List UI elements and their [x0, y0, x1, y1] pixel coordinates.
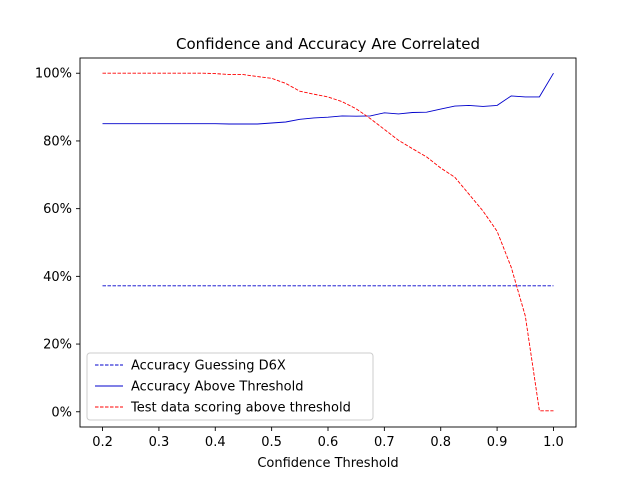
- series-layer: [102, 72, 554, 412]
- legend-box: [86, 352, 374, 421]
- y-tick-label: 40%: [43, 270, 72, 285]
- legend: Accuracy Guessing D6X Accuracy Above Thre…: [86, 352, 374, 421]
- x-tick-label: 0.6: [318, 435, 339, 450]
- legend-label: Accuracy Above Threshold: [131, 380, 303, 395]
- legend-label: Test data scoring above threshold: [130, 401, 351, 416]
- x-axis-label: Confidence Threshold: [257, 456, 398, 471]
- x-tick-label: 0.9: [487, 435, 508, 450]
- x-tick-label: 0.2: [92, 435, 113, 450]
- x-tick-label: 0.5: [261, 435, 282, 450]
- x-tick-label: 0.7: [374, 435, 395, 450]
- chart-title: Confidence and Accuracy Are Correlated: [176, 35, 480, 53]
- x-tick-label: 0.8: [430, 435, 451, 450]
- x-tick-label: 0.4: [205, 435, 226, 450]
- series-line-2: [102, 72, 554, 125]
- y-axis: 0% 20% 40% 60% 80% 100%: [35, 67, 80, 420]
- y-tick-label: 100%: [35, 67, 72, 82]
- x-axis: 0.2 0.3 0.4 0.5 0.6 0.7 0.8 0.9 1.0: [92, 427, 564, 450]
- y-tick-label: 20%: [43, 338, 72, 353]
- y-tick-label: 60%: [43, 202, 72, 217]
- y-tick-label: 80%: [43, 134, 72, 149]
- series-line-3: [102, 72, 554, 412]
- y-tick-label: 0%: [51, 405, 72, 420]
- x-tick-label: 0.3: [149, 435, 170, 450]
- x-tick-label: 1.0: [543, 435, 564, 450]
- legend-label: Accuracy Guessing D6X: [131, 359, 286, 374]
